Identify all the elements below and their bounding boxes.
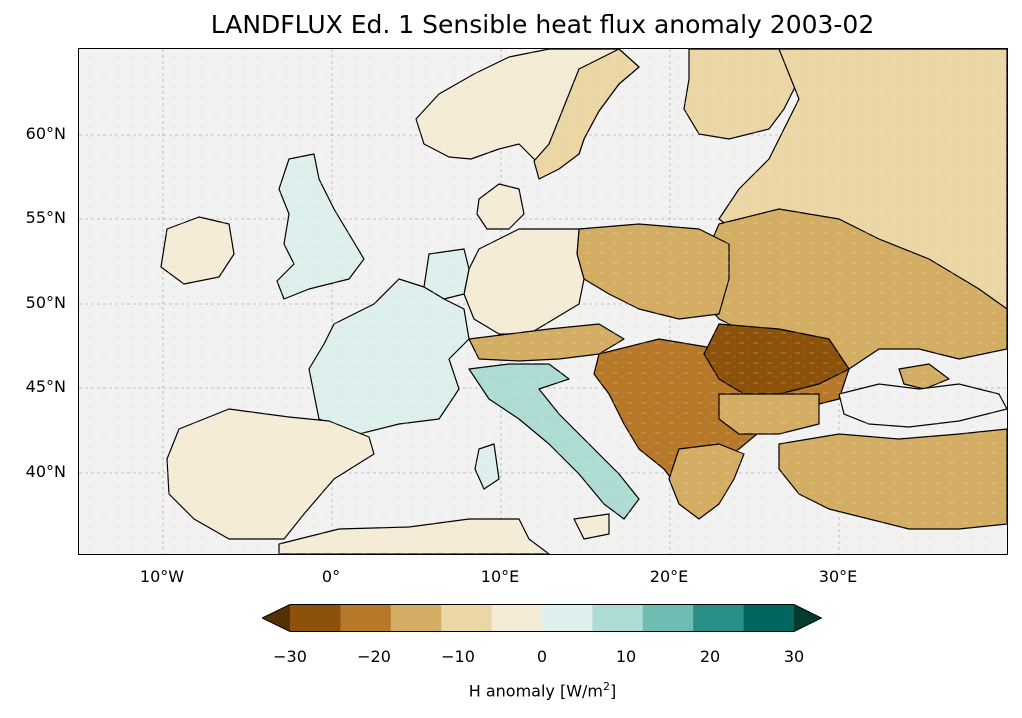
colorbar-cell [290,604,341,632]
colorbar-cell [491,604,543,632]
lat-tick-label: 50°N [25,293,66,312]
colorbar-cell [592,604,644,632]
chart-title: LANDFLUX Ed. 1 Sensible heat flux anomal… [210,10,875,39]
colorbar-extend-min [262,604,290,632]
colorbar-cell [340,604,392,632]
colorbar-tick-label: −20 [357,647,391,666]
colorbar-tick-label: 10 [615,647,637,666]
colorbar-extend-max [794,604,822,632]
colorbar-label: H anomaly [W/m2] [468,680,617,701]
lon-tick-label: 30°E [818,567,858,586]
colorbar-outline [262,604,822,632]
map-canvas [79,49,1007,554]
colorbar-tick-label: 20 [699,647,721,666]
lat-tick-label: 40°N [25,462,66,481]
colorbar-cell [642,604,694,632]
colorbar-tick-label: 0 [536,647,548,666]
map-panel[interactable] [78,48,1008,555]
lat-tick-label: 60°N [25,124,66,143]
colorbar-cell [542,604,593,632]
colorbar-tick-label: −10 [441,647,475,666]
colorbar-cell [693,604,745,632]
colorbar-cell [743,604,795,632]
colorbar-tick-label: 30 [783,647,805,666]
lon-tick-label: 10°E [480,567,520,586]
lon-tick-label: 20°E [649,567,689,586]
colorbar-cell [441,604,493,632]
lon-tick-label: 0° [321,567,341,586]
lat-tick-label: 45°N [25,377,66,396]
lon-tick-label: 10°W [139,567,185,586]
colorbar [262,604,822,632]
lat-tick-label: 55°N [25,208,66,227]
colorbar-tick-label: −30 [273,647,307,666]
colorbar-cell [390,604,442,632]
